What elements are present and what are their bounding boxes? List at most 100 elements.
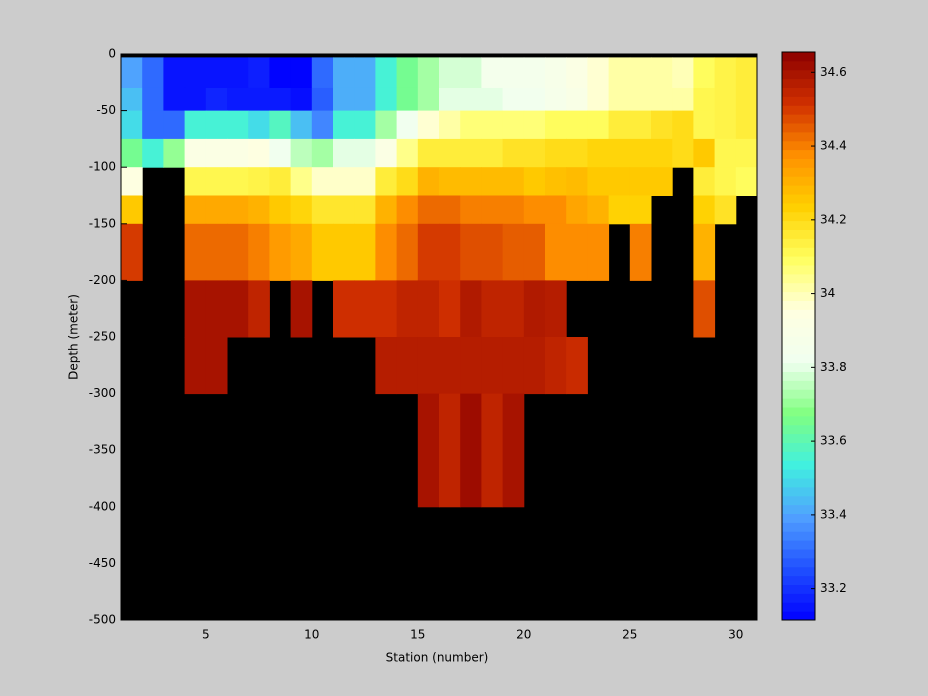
- heatmap-cell: [290, 87, 313, 112]
- colorbar-band: [782, 593, 815, 603]
- heatmap-cell: [333, 87, 355, 112]
- colorbar-band: [782, 522, 815, 532]
- x-tick-label: 25: [622, 628, 637, 642]
- heatmap-cell: [205, 87, 228, 112]
- heatmap-cell: [587, 110, 610, 140]
- heatmap-cell: [439, 337, 461, 395]
- heatmap-cell: [396, 280, 419, 338]
- heatmap-cell: [714, 87, 737, 112]
- heatmap-cell: [311, 138, 334, 168]
- colorbar-band: [782, 256, 815, 266]
- heatmap-cell: [693, 167, 716, 196]
- colorbar-band: [782, 575, 815, 585]
- heatmap-cell: [439, 110, 461, 140]
- heatmap-cell: [248, 138, 270, 168]
- colorbar-band: [782, 353, 815, 364]
- colorbar-band: [782, 167, 815, 177]
- heatmap-cell: [184, 337, 207, 395]
- heatmap-cell: [227, 138, 249, 168]
- heatmap-cell: [693, 87, 716, 112]
- y-tick-label: -250: [89, 330, 116, 344]
- heatmap-cell: [693, 138, 716, 168]
- heatmap-cell: [502, 223, 525, 281]
- heatmap-cell: [248, 280, 270, 338]
- heatmap-cell: [439, 87, 461, 112]
- heatmap-cell: [311, 223, 334, 281]
- colorbar-band: [782, 469, 815, 479]
- heatmap-cell: [375, 337, 398, 395]
- heatmap-cell: [375, 223, 398, 281]
- colorbar-band: [782, 451, 815, 461]
- heatmap-cell: [481, 195, 504, 225]
- heatmap-cell: [417, 57, 440, 89]
- heatmap-cell: [184, 280, 207, 338]
- heatmap-cell: [545, 87, 567, 112]
- heatmap-cell: [333, 195, 355, 225]
- heatmap-cell: [460, 138, 482, 168]
- colorbar-band: [782, 380, 815, 390]
- heatmap-cell: [417, 138, 440, 168]
- heatmap-cell: [205, 110, 228, 140]
- heatmap-cell: [121, 195, 143, 225]
- colorbar-band: [782, 602, 815, 612]
- heatmap-cell: [163, 110, 186, 140]
- heatmap-cell: [269, 195, 292, 225]
- colorbar-band: [782, 433, 815, 443]
- heatmap-cell: [311, 167, 334, 196]
- heatmap-cell: [693, 223, 716, 281]
- colorbar-band: [782, 300, 815, 310]
- heatmap-cell: [545, 167, 567, 196]
- heatmap-cell: [523, 110, 546, 140]
- heatmap-cell: [566, 87, 588, 112]
- y-tick-label: -400: [89, 499, 116, 513]
- x-tick-label: 5: [202, 628, 210, 642]
- colorbar-band: [782, 194, 815, 204]
- colorbar-band: [782, 424, 815, 435]
- heatmap-cell: [714, 167, 737, 196]
- y-tick-label: -150: [89, 216, 116, 230]
- heatmap-cell: [205, 167, 228, 196]
- heatmap-cell: [502, 110, 525, 140]
- colorbar-band: [782, 549, 815, 559]
- heatmap-cell: [417, 393, 440, 508]
- heatmap-cell: [290, 138, 313, 168]
- colorbar-band: [782, 140, 815, 151]
- heatmap-cell: [502, 393, 525, 508]
- heatmap-cell: [651, 57, 673, 89]
- heatmap-cell: [693, 280, 716, 338]
- heatmap-cell: [248, 57, 270, 89]
- colorbar-band: [782, 105, 815, 115]
- heatmap-cell: [121, 223, 143, 281]
- heatmap-cell: [417, 167, 440, 196]
- heatmap-cell: [566, 167, 588, 196]
- heatmap-cell: [227, 195, 249, 225]
- heatmap-cell: [735, 167, 758, 196]
- heatmap-cell: [460, 280, 482, 338]
- heatmap-cell: [396, 110, 419, 140]
- heatmap-cell: [460, 57, 482, 89]
- heatmap-cell: [714, 195, 737, 225]
- colorbar-band: [782, 176, 815, 186]
- heatmap-cell: [311, 87, 334, 112]
- heatmap-cell: [290, 223, 313, 281]
- colorbar-frame: [781, 51, 816, 621]
- colorbar-band: [782, 131, 815, 142]
- heatmap-cell: [184, 195, 207, 225]
- heatmap-cell: [587, 167, 610, 196]
- heatmap-cell: [587, 138, 610, 168]
- heatmap-cell: [629, 223, 652, 281]
- heatmap-cell: [121, 87, 143, 112]
- heatmap-cell: [460, 393, 482, 508]
- heatmap-cell: [375, 280, 398, 338]
- colorbar-band: [782, 282, 815, 293]
- colorbar-band: [782, 344, 815, 355]
- heatmap-cell: [121, 57, 143, 89]
- heatmap-cell: [672, 110, 694, 140]
- heatmap-cell: [735, 57, 758, 89]
- heatmap-cell: [290, 110, 313, 140]
- heatmap-cell: [460, 167, 482, 196]
- colorbar-tick-label: 34: [820, 286, 835, 300]
- heatmap-cell: [311, 195, 334, 225]
- colorbar-band: [782, 309, 815, 319]
- heatmap-cell: [629, 167, 652, 196]
